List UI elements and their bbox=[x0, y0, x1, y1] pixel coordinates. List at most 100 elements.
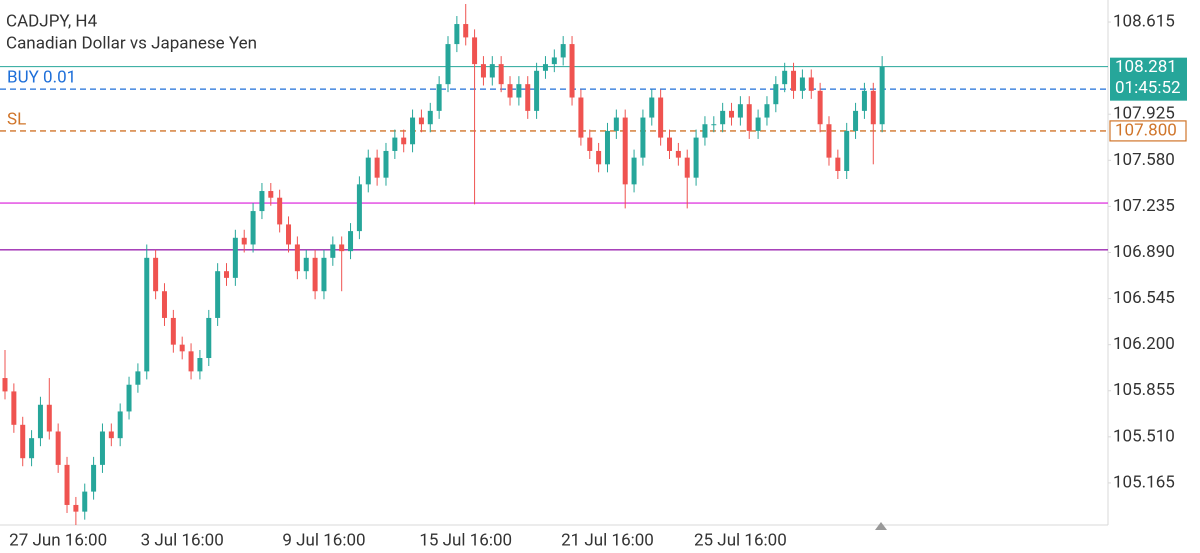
candle-body bbox=[232, 237, 238, 278]
candle-body bbox=[206, 317, 212, 359]
current-price-label: 108.281 bbox=[1115, 57, 1177, 77]
candle-body bbox=[91, 464, 97, 492]
x-tick-label: 27 Jun 16:00 bbox=[9, 530, 107, 550]
candle-body bbox=[286, 224, 292, 245]
candle-body bbox=[224, 271, 229, 278]
candle-body bbox=[631, 157, 637, 185]
candle-body bbox=[472, 37, 478, 65]
levels bbox=[0, 66, 1108, 251]
candle-body bbox=[37, 404, 43, 439]
candle-body bbox=[835, 157, 841, 171]
candle-body bbox=[569, 44, 575, 98]
candle-body bbox=[826, 124, 832, 158]
candle-body bbox=[791, 70, 797, 91]
candle-body bbox=[720, 110, 726, 125]
candle-body bbox=[445, 44, 451, 85]
candle-body bbox=[197, 358, 203, 372]
candle-body bbox=[817, 90, 823, 125]
level-label: BUY 0.01 bbox=[7, 68, 76, 88]
x-tick-label: 3 Jul 16:00 bbox=[141, 530, 224, 550]
y-tick-label: 106.200 bbox=[1113, 334, 1175, 354]
candle-body bbox=[170, 317, 176, 345]
level-label: SL bbox=[7, 109, 26, 129]
candle-body bbox=[29, 438, 35, 459]
candle-body bbox=[702, 124, 708, 138]
candle-body bbox=[339, 244, 345, 252]
candle-body bbox=[330, 244, 336, 258]
candle-body bbox=[303, 257, 309, 272]
candle-body bbox=[454, 24, 460, 45]
candle-body bbox=[853, 110, 859, 131]
candle-body bbox=[73, 504, 79, 512]
candle-body bbox=[312, 257, 318, 292]
candle-body bbox=[613, 117, 619, 131]
candle-body bbox=[525, 84, 531, 111]
candle-body bbox=[711, 124, 717, 126]
x-tick-label: 25 Jul 16:00 bbox=[694, 530, 787, 550]
candle-body bbox=[844, 130, 850, 171]
y-tick-label: 106.890 bbox=[1113, 242, 1175, 262]
candle-body bbox=[348, 231, 354, 252]
candle-body bbox=[436, 84, 442, 111]
candle-body bbox=[684, 157, 690, 178]
y-tick-label: 107.235 bbox=[1113, 196, 1175, 216]
candle-body bbox=[578, 97, 584, 138]
candle-body bbox=[427, 110, 433, 125]
candle-body bbox=[737, 104, 743, 118]
candle-body bbox=[604, 130, 610, 165]
candle-body bbox=[215, 271, 221, 318]
candle-body bbox=[108, 431, 114, 439]
candle-body bbox=[64, 464, 70, 505]
candle-body bbox=[463, 24, 469, 38]
candle-body bbox=[799, 77, 805, 91]
candle-body bbox=[277, 197, 283, 225]
candle-body bbox=[773, 84, 779, 105]
x-tick-label: 15 Jul 16:00 bbox=[419, 530, 512, 550]
candle-body bbox=[365, 157, 371, 185]
candle-body bbox=[153, 257, 159, 292]
candle-body bbox=[489, 64, 495, 78]
candle-body bbox=[782, 70, 788, 85]
candle-body bbox=[808, 77, 814, 91]
candle-body bbox=[2, 378, 8, 392]
candle-body bbox=[516, 84, 522, 98]
candle-body bbox=[587, 137, 593, 151]
level-price-box bbox=[1109, 120, 1187, 142]
candle-body bbox=[55, 431, 61, 465]
candle-body bbox=[46, 404, 52, 432]
candle-body bbox=[649, 97, 655, 118]
candle-body bbox=[640, 117, 646, 158]
candle-body bbox=[746, 104, 752, 131]
candle-body bbox=[755, 117, 761, 131]
candle-body bbox=[861, 90, 867, 111]
candle-body bbox=[551, 57, 557, 65]
y-tick-label: 107.925 bbox=[1113, 104, 1175, 124]
candle-body bbox=[135, 371, 141, 385]
candle-body bbox=[188, 351, 194, 372]
y-tick-label: 105.165 bbox=[1113, 472, 1175, 492]
candle-body bbox=[560, 44, 566, 58]
y-tick-label: 105.855 bbox=[1113, 380, 1175, 400]
candle-body bbox=[161, 291, 167, 318]
candle-body bbox=[117, 411, 123, 439]
candle-body bbox=[356, 184, 362, 232]
candle-body bbox=[542, 64, 548, 71]
candle-body bbox=[268, 191, 274, 198]
candle-body bbox=[99, 431, 105, 465]
candle-body bbox=[20, 424, 26, 459]
candle-body bbox=[11, 391, 17, 425]
scroll-marker[interactable] bbox=[875, 522, 887, 530]
candle-body bbox=[480, 64, 486, 78]
candle-body bbox=[879, 66, 885, 125]
candle-body bbox=[294, 244, 300, 272]
candle-body bbox=[321, 257, 327, 292]
level-price-label: 107.800 bbox=[1115, 120, 1177, 140]
x-tick-label: 21 Jul 16:00 bbox=[561, 530, 654, 550]
y-tick-label: 107.580 bbox=[1113, 150, 1175, 170]
candle-body bbox=[241, 237, 247, 245]
candles bbox=[2, 4, 885, 525]
candle-body bbox=[675, 150, 681, 158]
y-tick-label: 106.545 bbox=[1113, 288, 1175, 308]
candle-body bbox=[179, 344, 185, 352]
